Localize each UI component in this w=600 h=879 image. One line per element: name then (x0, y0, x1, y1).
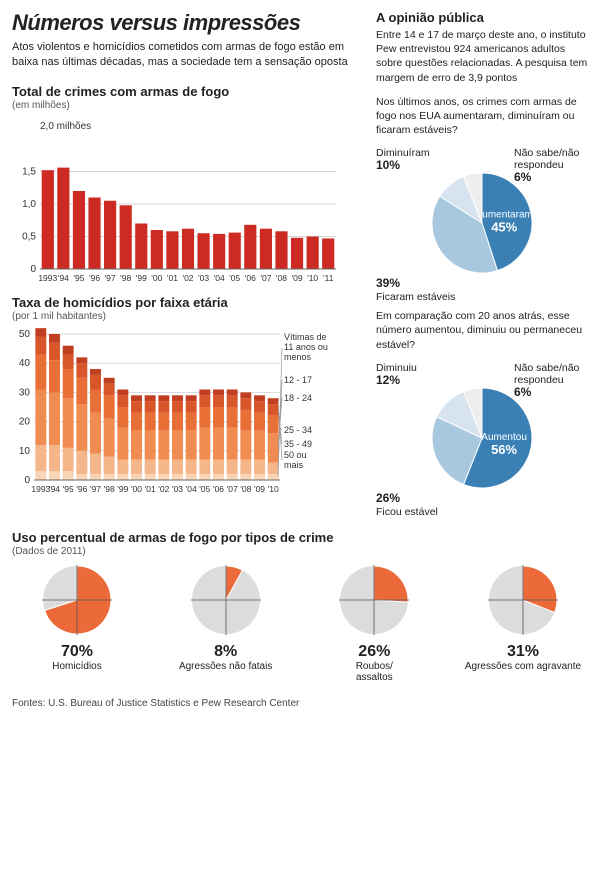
pie-label: 26%Ficou estável (376, 492, 438, 518)
svg-text:'99: '99 (117, 484, 128, 494)
svg-text:'09: '09 (254, 484, 265, 494)
svg-text:35 - 49: 35 - 49 (284, 439, 312, 449)
svg-text:18 - 24: 18 - 24 (284, 393, 312, 403)
svg-text:'97: '97 (90, 484, 101, 494)
svg-text:menos: menos (284, 352, 312, 362)
pie-label: 39%Ficaram estáveis (376, 277, 455, 303)
pie-label: Não sabe/nãorespondeu6% (514, 147, 579, 185)
svg-text:11 anos ou: 11 anos ou (284, 342, 328, 352)
usage-pct: 8% (161, 643, 291, 661)
usage-pies: 70%Homicídios8%Agressões não fatais26%Ro… (12, 563, 588, 684)
svg-text:'10: '10 (268, 484, 279, 494)
usage-label: Agressões não fatais (161, 661, 291, 673)
svg-text:1,5: 1,5 (22, 166, 36, 177)
svg-text:12 - 17: 12 - 17 (284, 375, 312, 385)
svg-text:'01: '01 (167, 273, 178, 283)
opinion-pie-1: Aumentaram45%Diminuíram10%Não sabe/nãore… (376, 147, 588, 297)
usage-pct: 31% (458, 643, 588, 661)
opinion-intro: Entre 14 e 17 de março deste ano, o inst… (376, 28, 588, 85)
svg-text:50 ou: 50 ou (284, 450, 307, 460)
usage-pct: 26% (309, 643, 439, 661)
usage-title: Uso percentual de armas de fogo por tipo… (12, 530, 588, 545)
pie-label: Diminuíram10% (376, 147, 430, 173)
svg-text:'08: '08 (240, 484, 251, 494)
svg-text:20: 20 (19, 416, 31, 427)
svg-text:25 - 34: 25 - 34 (284, 425, 312, 435)
opinion-q2-text: Em comparação com 20 anos atrás, esse nú… (376, 309, 588, 352)
svg-text:40: 40 (19, 358, 31, 369)
svg-text:0: 0 (30, 264, 36, 275)
svg-text:'00: '00 (151, 273, 162, 283)
svg-text:'09: '09 (292, 273, 303, 283)
svg-text:'04: '04 (214, 273, 225, 283)
usage-pie: 26%Roubos/assaltos (309, 563, 439, 684)
svg-text:'02: '02 (158, 484, 169, 494)
svg-text:'07: '07 (227, 484, 238, 494)
svg-text:30: 30 (19, 387, 31, 398)
svg-text:'10: '10 (307, 273, 318, 283)
svg-text:'07: '07 (260, 273, 271, 283)
svg-text:2,0 milhões: 2,0 milhões (40, 121, 91, 132)
svg-text:'04: '04 (186, 484, 197, 494)
svg-text:1993: 1993 (31, 484, 50, 494)
stacked-chart: 010203040501993'94'95'96'97'98'99'00'01'… (12, 328, 342, 498)
opinion-heading: A opinião pública (376, 10, 588, 25)
svg-text:'96: '96 (89, 273, 100, 283)
svg-text:'06: '06 (245, 273, 256, 283)
svg-text:'96: '96 (76, 484, 87, 494)
usage-label: Agressões com agravante (458, 661, 588, 673)
svg-text:'95: '95 (63, 484, 74, 494)
svg-text:mais: mais (284, 460, 304, 470)
svg-text:'05: '05 (229, 273, 240, 283)
stacked-chart-subtitle: (por 1 mil habitantes) (12, 311, 358, 322)
svg-text:56%: 56% (491, 442, 517, 457)
svg-text:'94: '94 (49, 484, 60, 494)
page-title: Números versus impressões (12, 10, 358, 36)
svg-text:'08: '08 (276, 273, 287, 283)
usage-pie: 70%Homicídios (12, 563, 142, 684)
svg-text:50: 50 (19, 329, 31, 340)
page-subtitle: Atos violentos e homicídios cometidos co… (12, 40, 358, 70)
svg-text:45%: 45% (491, 220, 517, 235)
usage-subtitle: (Dados de 2011) (12, 546, 588, 557)
bar-chart-subtitle: (em milhões) (12, 100, 358, 111)
svg-text:10: 10 (19, 445, 31, 456)
source-text: Fontes: U.S. Bureau of Justice Statistic… (12, 698, 588, 709)
svg-text:'98: '98 (120, 273, 131, 283)
svg-text:1,0: 1,0 (22, 199, 36, 210)
svg-text:'00: '00 (131, 484, 142, 494)
svg-text:'99: '99 (136, 273, 147, 283)
usage-label: Roubos/assaltos (309, 661, 439, 684)
svg-text:0: 0 (24, 475, 30, 486)
pie-label: Não sabe/nãorespondeu6% (514, 362, 579, 400)
usage-label: Homicídios (12, 661, 142, 673)
svg-text:'03: '03 (198, 273, 209, 283)
svg-text:'06: '06 (213, 484, 224, 494)
svg-text:'03: '03 (172, 484, 183, 494)
svg-text:'02: '02 (182, 273, 193, 283)
svg-text:'01: '01 (145, 484, 156, 494)
svg-text:'94: '94 (58, 273, 69, 283)
svg-text:'05: '05 (199, 484, 210, 494)
usage-pie: 31%Agressões com agravante (458, 563, 588, 684)
stacked-chart-section: Taxa de homicídios por faixa etária (por… (12, 295, 358, 498)
svg-text:0,5: 0,5 (22, 231, 36, 242)
svg-text:'98: '98 (104, 484, 115, 494)
usage-pct: 70% (12, 643, 142, 661)
svg-text:'97: '97 (105, 273, 116, 283)
stacked-chart-title: Taxa de homicídios por faixa etária (12, 295, 358, 310)
opinion-pie-2: Aumentou56%Diminuiu12%Não sabe/nãorespon… (376, 362, 588, 512)
svg-text:'95: '95 (73, 273, 84, 283)
bar-chart-section: Total de crimes com armas de fogo (em mi… (12, 84, 358, 287)
svg-text:1993: 1993 (38, 273, 57, 283)
svg-text:Vítimas de: Vítimas de (284, 332, 327, 342)
svg-text:'11: '11 (323, 273, 334, 283)
bar-chart-title: Total de crimes com armas de fogo (12, 84, 358, 99)
opinion-q1-text: Nos últimos anos, os crimes com armas de… (376, 95, 588, 138)
usage-pie: 8%Agressões não fatais (161, 563, 291, 684)
pie-label: Diminuiu12% (376, 362, 417, 388)
bar-chart: 2,0 milhões 0 0,5 1,0 1,5 1993'94 '95 '96 '97 '98… (12, 117, 342, 287)
